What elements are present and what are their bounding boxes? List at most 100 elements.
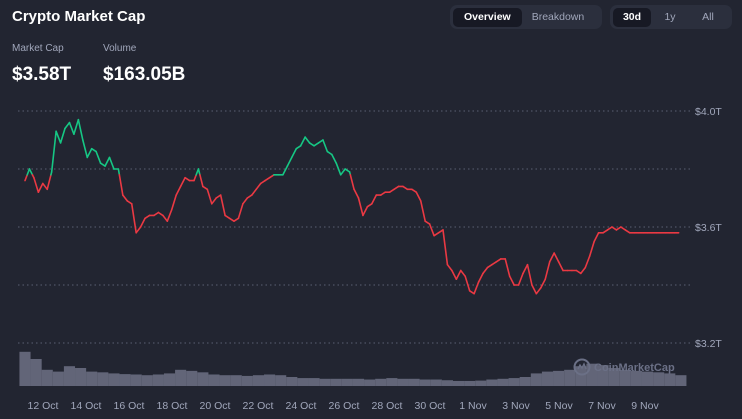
volume-bar	[163, 373, 176, 386]
volume-bar	[286, 377, 298, 386]
volume-bar	[130, 374, 142, 386]
volume-bar	[30, 359, 42, 386]
x-tick-label: 30 Oct	[415, 400, 446, 412]
line-segment	[482, 266, 489, 275]
line-segment	[308, 142, 315, 147]
volume-bar	[564, 369, 576, 386]
line-segment	[237, 203, 244, 220]
volume-bar	[275, 375, 287, 386]
line-segment	[575, 269, 582, 275]
volume-bar	[152, 374, 164, 386]
line-segment	[157, 211, 164, 217]
line-segment	[486, 263, 493, 269]
volume-bar	[497, 378, 509, 386]
x-tick-label: 16 Oct	[114, 400, 145, 412]
line-segment	[428, 223, 435, 237]
volume-bar	[430, 379, 442, 386]
chart-title: Crypto Market Cap	[12, 8, 146, 25]
line-segment	[82, 139, 89, 159]
line-segment	[468, 289, 475, 295]
line-segment	[313, 142, 320, 147]
volume-bar	[419, 379, 431, 386]
line-segment	[326, 150, 333, 156]
volume-bar	[664, 373, 676, 386]
volume-bar	[219, 375, 231, 386]
line-segment	[606, 226, 613, 231]
line-segment	[290, 147, 298, 159]
volume-bar	[630, 370, 642, 386]
volume-bar	[108, 373, 120, 386]
line-segment	[166, 208, 173, 222]
range-all-button[interactable]: All	[702, 10, 714, 23]
line-segment	[446, 263, 453, 272]
line-segment	[553, 252, 560, 263]
volume-bar	[41, 369, 53, 386]
volume-bar	[508, 378, 520, 386]
line-segment	[33, 176, 40, 193]
line-segment	[588, 240, 595, 257]
line-segment	[349, 174, 355, 191]
volume-bar	[519, 377, 531, 386]
line-segment	[344, 168, 351, 173]
volume-bar	[464, 380, 476, 386]
line-segment	[531, 284, 538, 295]
line-segment	[451, 269, 458, 281]
line-segment	[242, 197, 249, 205]
line-segment	[259, 179, 266, 185]
line-segment	[584, 255, 591, 269]
y-tick-label: $4.0T	[695, 106, 722, 118]
x-axis-labels: 12 Oct 14 Oct 16 Oct 18 Oct 20 Oct 22 Oct 24 O…	[28, 400, 660, 412]
line-segment	[206, 188, 213, 205]
y-tick-label: $3.6T	[695, 222, 722, 234]
watermark-text: CoinMarketCap	[594, 362, 675, 374]
volume-bar	[675, 375, 687, 386]
volume-bar	[597, 365, 609, 386]
line-segment	[620, 226, 627, 231]
line-segment	[77, 118, 84, 141]
x-tick-label: 1 Nov	[459, 400, 487, 412]
line-segment	[202, 185, 209, 191]
line-segment	[317, 139, 324, 144]
volume-bar	[252, 375, 265, 386]
tab-overview[interactable]: Overview	[453, 7, 522, 27]
line-segment	[199, 174, 204, 188]
line-segment	[28, 168, 34, 176]
market-cap-line[interactable]	[24, 118, 680, 295]
range-1y-button[interactable]: 1y	[664, 10, 676, 23]
volume-bar	[486, 379, 498, 386]
volume-value: $163.05B	[103, 64, 186, 85]
volume-bar	[86, 371, 98, 386]
line-segment	[264, 176, 271, 182]
x-tick-label: 26 Oct	[329, 400, 360, 412]
line-segment	[624, 229, 631, 234]
range-30d-button[interactable]: 30d	[613, 7, 651, 27]
volume-bar	[119, 374, 131, 386]
x-tick-label: 12 Oct	[28, 400, 59, 412]
line-segment	[419, 200, 427, 222]
line-segment	[295, 145, 302, 150]
line-segment	[68, 121, 75, 135]
line-segment	[144, 214, 151, 220]
line-segment	[508, 275, 515, 286]
volume-bar	[441, 380, 453, 386]
x-tick-label: 20 Oct	[200, 400, 231, 412]
coinmarketcap-logo-icon	[573, 358, 591, 376]
line-segment	[24, 174, 29, 182]
line-segment	[233, 217, 240, 222]
line-segment	[548, 252, 555, 263]
line-segment	[184, 176, 191, 182]
line-segment	[504, 258, 511, 278]
volume-bar	[475, 380, 487, 386]
volume-bar	[319, 378, 331, 386]
line-segment	[193, 174, 197, 182]
coinmarketcap-watermark: CoinMarketCap	[573, 358, 675, 376]
line-segment	[90, 147, 97, 153]
volume-bar	[397, 378, 409, 386]
line-segment	[580, 266, 587, 275]
tab-breakdown[interactable]: Breakdown	[531, 10, 585, 23]
line-segment	[73, 118, 80, 135]
x-tick-label: 14 Oct	[71, 400, 102, 412]
line-segment	[464, 275, 471, 292]
line-segment	[162, 214, 169, 222]
